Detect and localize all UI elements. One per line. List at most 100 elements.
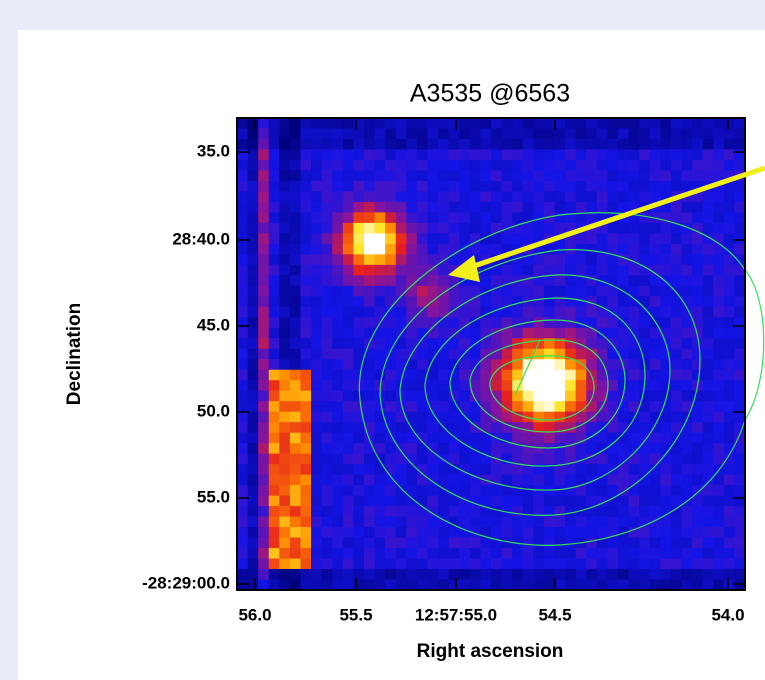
pixel (279, 527, 291, 539)
pixel (670, 296, 682, 308)
pixel (586, 390, 598, 402)
pixel (723, 432, 735, 444)
pixel (618, 149, 630, 161)
pixel (459, 149, 471, 161)
pixel (723, 170, 735, 182)
pixel (332, 254, 344, 266)
pixel (480, 485, 492, 497)
pixel (364, 254, 376, 266)
pixel (247, 285, 259, 297)
pixel (480, 422, 492, 434)
pixel (300, 464, 312, 476)
pixel (300, 411, 312, 423)
pixel (533, 243, 545, 255)
pixel (575, 380, 587, 392)
pixel (364, 159, 376, 171)
pixel (575, 138, 587, 150)
pixel (247, 485, 259, 497)
pixel (385, 401, 397, 413)
pixel (565, 390, 577, 402)
pixel (639, 296, 651, 308)
pixel (639, 453, 651, 465)
pixel (660, 222, 672, 234)
pixel (311, 170, 323, 182)
pixel (395, 422, 407, 434)
pixel (385, 537, 397, 549)
pixel (353, 128, 365, 140)
pixel (279, 506, 291, 518)
pixel (543, 464, 555, 476)
pixel (247, 201, 259, 213)
pixel (279, 548, 291, 560)
pixel (702, 222, 714, 234)
pixel (512, 495, 524, 507)
pixel (723, 306, 735, 318)
pixel (713, 327, 725, 339)
pixel (554, 422, 566, 434)
pixel (247, 180, 259, 192)
pixel (522, 464, 534, 476)
pixel (237, 348, 249, 360)
pixel (660, 128, 672, 140)
pixel (321, 243, 333, 255)
pixel (385, 327, 397, 339)
pixel (247, 558, 259, 570)
pixel (342, 180, 354, 192)
pixel (628, 411, 640, 423)
pixel (342, 453, 354, 465)
pixel (416, 390, 428, 402)
pixel (501, 128, 513, 140)
pixel (723, 254, 735, 266)
pixel (660, 243, 672, 255)
pixel (586, 296, 598, 308)
pixel (618, 128, 630, 140)
pixel (723, 138, 735, 150)
pixel (575, 359, 587, 371)
pixel (734, 201, 746, 213)
pixel (279, 191, 291, 203)
pixel (279, 369, 291, 381)
pixel (385, 558, 397, 570)
pixel (321, 254, 333, 266)
pixel (374, 306, 386, 318)
pixel (374, 359, 386, 371)
pixel (586, 317, 598, 329)
pixel (300, 306, 312, 318)
pixel (268, 222, 280, 234)
pixel (543, 359, 555, 371)
pixel (586, 464, 598, 476)
pixel (723, 275, 735, 287)
pixel (565, 348, 577, 360)
pixel (268, 495, 280, 507)
pixel (639, 254, 651, 266)
pixel (427, 170, 439, 182)
pixel (491, 537, 503, 549)
pixel (427, 558, 439, 570)
pixel (321, 548, 333, 560)
pixel (459, 159, 471, 171)
image (237, 118, 746, 591)
pixel (385, 296, 397, 308)
pixel (289, 558, 301, 570)
pixel (237, 422, 249, 434)
pixel (681, 485, 693, 497)
pixel (575, 327, 587, 339)
pixel (628, 327, 640, 339)
pixel (713, 306, 725, 318)
pixel (258, 485, 270, 497)
pixel (723, 118, 735, 129)
pixel (406, 275, 418, 287)
pixel (501, 285, 513, 297)
pixel (258, 306, 270, 318)
pixel (279, 327, 291, 339)
pixel (512, 453, 524, 465)
pixel (237, 432, 249, 444)
pixel (469, 149, 481, 161)
pixel (448, 243, 460, 255)
pixel (448, 128, 460, 140)
pixel (300, 527, 312, 539)
pixel (734, 548, 746, 560)
pixel (533, 159, 545, 171)
pixel (596, 516, 608, 528)
pixel (427, 495, 439, 507)
